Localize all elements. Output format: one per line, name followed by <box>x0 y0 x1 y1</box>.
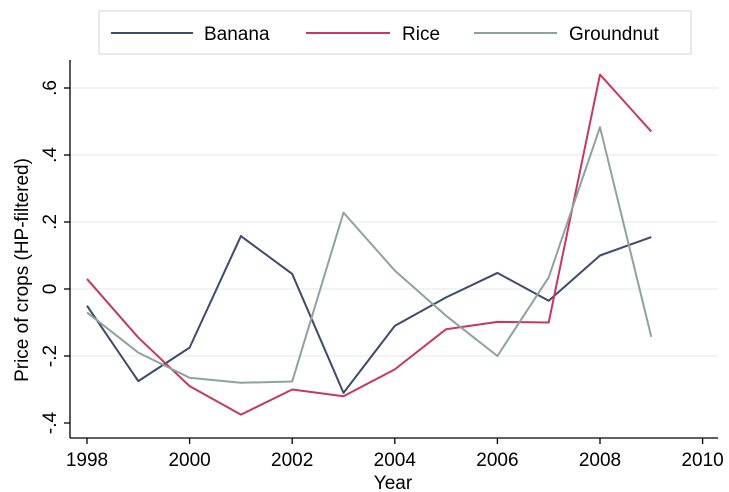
x-tick-label: 1998 <box>66 450 108 471</box>
y-tick-label: .6 <box>40 80 61 96</box>
legend-box <box>98 10 692 55</box>
legend-label-rice: Rice <box>402 24 440 45</box>
x-tick-label: 2004 <box>374 450 417 471</box>
grid <box>70 87 718 357</box>
series-line-rice <box>86 73 653 416</box>
series-line-groundnut <box>86 126 653 384</box>
y-tick-label: -.2 <box>40 345 61 367</box>
x-tick-label: 2000 <box>168 450 210 471</box>
x-tick-label: 2002 <box>271 450 313 471</box>
x-tick-label: 2010 <box>681 450 723 471</box>
x-tick-label: 2008 <box>579 450 621 471</box>
y-tick-label: 0 <box>40 284 61 295</box>
x-tick-label: 2006 <box>476 450 518 471</box>
series-line-banana <box>86 235 652 394</box>
series-group <box>86 73 653 416</box>
y-tick-label: .2 <box>40 214 61 230</box>
legend: Banana Rice Groundnut <box>98 10 692 55</box>
x-axis-title: Year <box>374 473 413 492</box>
y-tick-label: .4 <box>40 147 61 163</box>
y-tick-label: -.4 <box>40 411 61 434</box>
legend-label-banana: Banana <box>204 24 270 45</box>
axes: -.4 -.2 0 .2 .4 .6 1998 2000 2002 2004 2006 2008 201… <box>40 60 724 471</box>
y-axis-title: Price of crops (HP-filtered) <box>12 158 33 382</box>
legend-label-groundnut: Groundnut <box>569 24 660 45</box>
